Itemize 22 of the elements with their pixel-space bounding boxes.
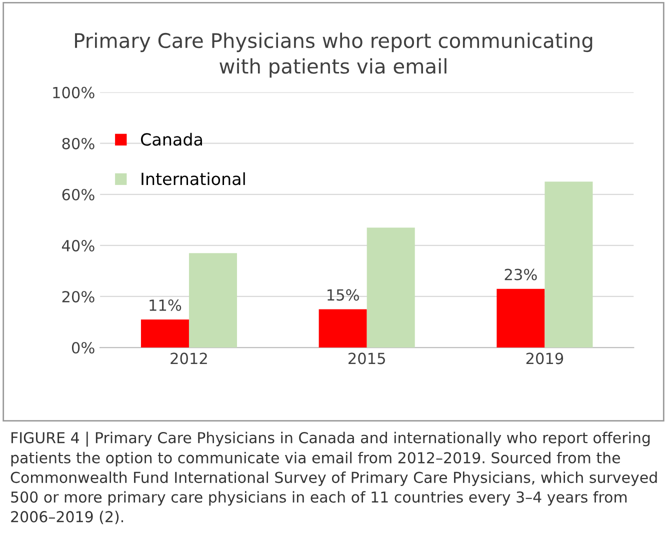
bar (544, 182, 593, 348)
bar (496, 288, 545, 348)
data-label: 11% (150, 299, 182, 311)
legend-label: International (142, 172, 245, 186)
x-tick-label: 2012 (170, 352, 207, 364)
bar (318, 309, 367, 348)
data-label: 23% (504, 268, 537, 280)
data-label: 15% (328, 289, 359, 301)
legend-label: Canada (140, 132, 202, 146)
y-tick-label: 40% (62, 240, 94, 252)
y-tick-label: 100% (53, 86, 94, 98)
y-tick-label: 60% (62, 188, 94, 200)
x-tick-label: 2019 (526, 352, 564, 364)
chart-title: Primary Care Physicians who report communicating with patients via email (75, 32, 592, 78)
y-tick-label: 80% (62, 138, 94, 150)
y-tick-label: 0% (72, 342, 94, 354)
bar (366, 228, 415, 348)
bar (140, 319, 189, 348)
bar (188, 253, 238, 348)
caption: FIGURE 4 | Primary Care Physicians in Canada and internationally who report offering patients the option to communicate via email from 2012–2019. Sourced from the Commonwealth Fund International Survey of Primary Care Physicians, which surveyed 500 or more primary care physicians in each of 11 countries every 3–4 years from 2006–2019 (2). (10, 432, 657, 524)
x-tick-label: 2015 (348, 352, 385, 364)
y-tick-label: 20% (62, 290, 94, 302)
